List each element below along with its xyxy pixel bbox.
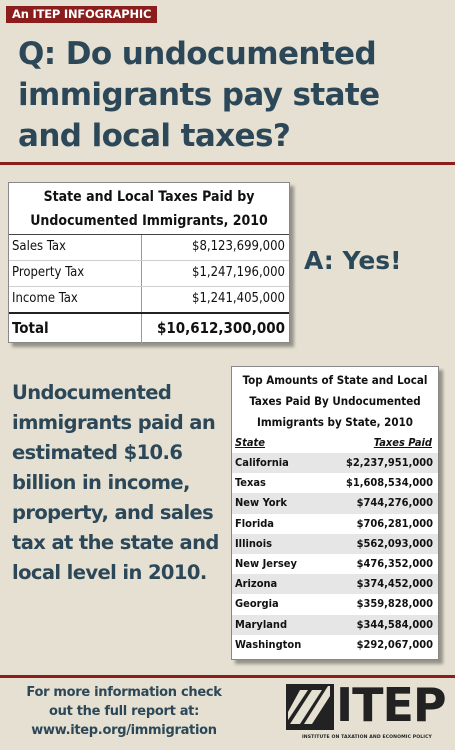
infographic-tag: An ITEP INFOGRAPHIC — [6, 6, 157, 23]
tax-totals-title: State and Local Taxes Paid by Undocument… — [9, 183, 289, 235]
total-amount: $10,612,300,000 — [142, 314, 289, 344]
state-name: Georgia — [232, 594, 332, 614]
tax-category: Sales Tax — [9, 235, 142, 260]
table-row: California $2,237,951,000 — [232, 453, 438, 473]
tax-category: Property Tax — [9, 261, 142, 286]
summary-text: Undocumented immigrants paid an estimate… — [12, 378, 234, 588]
state-name: Florida — [232, 514, 332, 534]
state-taxes: $1,608,534,000 — [332, 473, 438, 493]
table-row: New Jersey $476,352,000 — [232, 554, 438, 574]
table-row: Texas $1,608,534,000 — [232, 473, 438, 493]
tax-category: Income Tax — [9, 287, 142, 312]
table-row: Illinois $562,093,000 — [232, 534, 438, 554]
tax-totals-table: State and Local Taxes Paid by Undocument… — [8, 182, 290, 343]
tax-amount: $1,247,196,000 — [142, 261, 289, 286]
state-taxes: $359,828,000 — [332, 594, 438, 614]
itep-wordmark: ITEP — [336, 676, 446, 734]
answer-text: A: Yes! — [304, 245, 402, 277]
state-name: Texas — [232, 473, 332, 493]
state-name: California — [232, 453, 332, 473]
column-header-taxes: Taxes Paid — [374, 436, 432, 449]
table-row: Property Tax $1,247,196,000 — [9, 261, 289, 287]
footer-info: For more information check out the full … — [10, 683, 238, 740]
state-name: New Jersey — [232, 554, 332, 574]
table-row: Maryland $344,584,000 — [232, 615, 438, 635]
column-header-state: State — [235, 436, 265, 449]
table-row: Income Tax $1,241,405,000 — [9, 287, 289, 312]
state-taxes: $292,067,000 — [332, 635, 438, 655]
footer-line-1: For more information check — [10, 683, 238, 702]
table-row: Florida $706,281,000 — [232, 514, 438, 534]
itep-subtitle: INSTITUTE ON TAXATION AND ECONOMIC POLIC… — [286, 735, 448, 741]
state-taxes: $744,276,000 — [332, 493, 438, 513]
state-name: New York — [232, 493, 332, 513]
state-name: Maryland — [232, 615, 332, 635]
state-taxes: $374,452,000 — [332, 574, 438, 594]
table-row: Georgia $359,828,000 — [232, 594, 438, 614]
question-headline: Q: Do undocumented immigrants pay state … — [18, 34, 448, 157]
table-row: Arizona $374,452,000 — [232, 574, 438, 594]
state-taxes: $562,093,000 — [332, 534, 438, 554]
table-row: New York $744,276,000 — [232, 493, 438, 513]
tax-amount: $1,241,405,000 — [142, 287, 289, 312]
table-row: Sales Tax $8,123,699,000 — [9, 235, 289, 261]
total-row: Total $10,612,300,000 — [9, 312, 289, 344]
total-label: Total — [9, 314, 142, 344]
state-taxes-title: Top Amounts of State and Local Taxes Pai… — [232, 367, 438, 435]
state-taxes: $344,584,000 — [332, 615, 438, 635]
table-row: Washington $292,067,000 — [232, 635, 438, 655]
state-taxes: $2,237,951,000 — [332, 453, 438, 473]
state-taxes-header: State Taxes Paid — [232, 435, 438, 453]
state-name: Washington — [232, 635, 332, 655]
itep-logo: ITEP INSTITUTE ON TAXATION AND ECONOMIC … — [286, 684, 448, 746]
tax-amount: $8,123,699,000 — [142, 235, 289, 260]
itep-logo-mark-icon — [286, 684, 334, 730]
state-name: Arizona — [232, 574, 332, 594]
state-taxes-table: Top Amounts of State and Local Taxes Pai… — [231, 366, 439, 660]
top-divider — [0, 162, 455, 165]
footer-url-link[interactable]: www.itep.org/immigration — [10, 721, 238, 740]
footer-line-2: out the full report at: — [10, 702, 238, 721]
state-taxes: $706,281,000 — [332, 514, 438, 534]
state-taxes: $476,352,000 — [332, 554, 438, 574]
state-name: Illinois — [232, 534, 332, 554]
